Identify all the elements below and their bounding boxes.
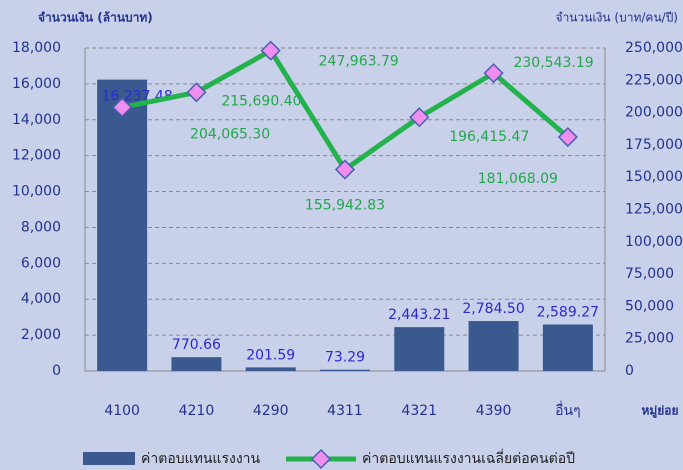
line-value-label: 247,963.79 — [319, 54, 399, 70]
y2-tick-label: 200,000 — [625, 105, 683, 121]
legend-marker — [310, 448, 332, 470]
bar-value-label: 2,784.50 — [462, 301, 524, 317]
bar-value-label: 770.66 — [172, 337, 221, 353]
x-tick-label: 4390 — [476, 403, 512, 419]
x-tick-label: 4100 — [104, 403, 140, 419]
y-tick-label: 12,000 — [12, 148, 61, 164]
legend-label: ค่าตอบแทนแรงงานเฉลี่ยต่อคนต่อปี — [362, 449, 575, 467]
line-marker — [557, 126, 578, 148]
x-tick-label: 4311 — [327, 403, 363, 419]
bar — [542, 324, 593, 371]
legend-swatch — [83, 452, 135, 465]
y-tick-label: 8,000 — [21, 219, 61, 235]
line-marker — [112, 97, 133, 118]
bar-value-label: 2,443.21 — [388, 307, 450, 323]
line-value-label: 204,065.30 — [190, 126, 270, 142]
y2-tick-label: 125,000 — [625, 202, 683, 218]
y2-axis-title: จำนวนเงิน (บาท/คน/ปี) — [556, 11, 678, 25]
y2-tick-label: 250,000 — [625, 40, 683, 56]
bar — [394, 327, 445, 371]
y2-tick-label: 50,000 — [625, 298, 674, 314]
line-value-label: 181,068.09 — [478, 171, 558, 187]
line-value-label: 230,543.19 — [513, 55, 593, 71]
y-tick-label: 4,000 — [21, 291, 61, 307]
bar-value-label: 73.29 — [325, 350, 365, 366]
y-tick-label: 2,000 — [21, 327, 61, 343]
x-tick-label: 4290 — [253, 403, 289, 419]
y2-tick-label: 150,000 — [625, 169, 683, 185]
bar — [171, 357, 222, 371]
x-tick-label: อื่นๆ — [555, 401, 581, 419]
bar-value-label: 2,589.27 — [537, 305, 599, 321]
line-marker — [186, 82, 207, 103]
y2-tick-label: 75,000 — [625, 266, 674, 282]
line-marker — [409, 107, 430, 128]
bar-value-label: 201.59 — [246, 347, 295, 363]
bar — [245, 367, 296, 371]
line-marker — [334, 159, 356, 180]
x-tick-label: 4321 — [401, 403, 437, 419]
line-marker — [260, 40, 281, 61]
line-marker — [483, 63, 504, 84]
line-value-label: 155,942.83 — [305, 198, 385, 214]
y-tick-label: 6,000 — [21, 255, 61, 271]
y2-tick-label: 100,000 — [625, 234, 683, 250]
y-tick-label: 16,000 — [12, 76, 61, 92]
bar — [468, 321, 519, 371]
y-tick-label: 0 — [52, 363, 61, 379]
y2-tick-label: 225,000 — [625, 72, 683, 88]
y2-tick-label: 25,000 — [625, 331, 674, 347]
y-tick-label: 18,000 — [12, 40, 61, 56]
x-axis-title: หมู่ย่อย — [641, 404, 678, 419]
bar — [320, 369, 370, 371]
line-value-label: 196,415.47 — [449, 129, 529, 145]
y-axis-title: จำนวนเงิน (ล้านบาท) — [38, 11, 153, 25]
legend-label: ค่าตอบแทนแรงงาน — [141, 451, 261, 467]
line-value-label: 215,690.40 — [221, 93, 301, 109]
y2-tick-label: 175,000 — [625, 137, 683, 153]
y-tick-label: 10,000 — [12, 184, 61, 200]
y2-tick-label: 0 — [625, 363, 634, 379]
bar — [97, 79, 148, 371]
x-tick-label: 4210 — [179, 403, 215, 419]
y-tick-label: 14,000 — [12, 112, 61, 128]
